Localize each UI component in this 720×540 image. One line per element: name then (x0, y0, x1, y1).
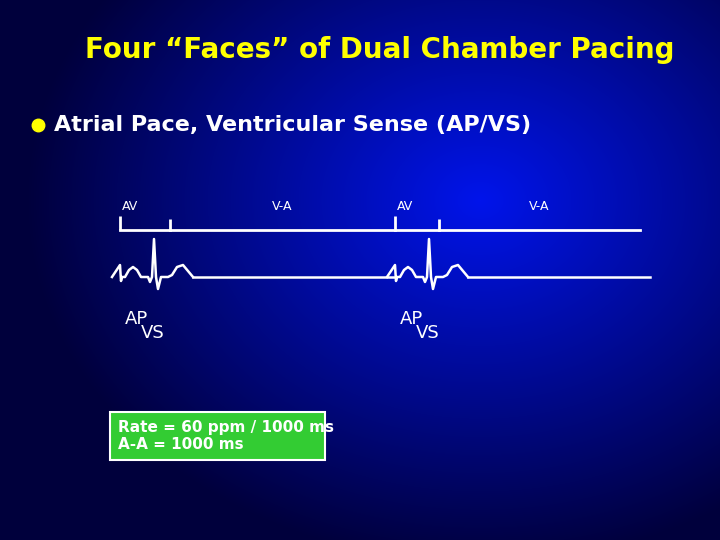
Text: Atrial Pace, Ventricular Sense (AP/VS): Atrial Pace, Ventricular Sense (AP/VS) (54, 115, 531, 135)
Text: VS: VS (416, 324, 440, 342)
Text: AP: AP (125, 310, 148, 328)
Text: V-A: V-A (272, 200, 292, 213)
Text: V-A: V-A (529, 200, 550, 213)
Text: AV: AV (397, 200, 413, 213)
Text: VS: VS (141, 324, 165, 342)
Text: Four “Faces” of Dual Chamber Pacing: Four “Faces” of Dual Chamber Pacing (85, 36, 675, 64)
Text: AV: AV (122, 200, 138, 213)
Text: Rate = 60 ppm / 1000 ms
A-A = 1000 ms: Rate = 60 ppm / 1000 ms A-A = 1000 ms (118, 420, 334, 452)
Text: AP: AP (400, 310, 423, 328)
FancyBboxPatch shape (110, 412, 325, 460)
